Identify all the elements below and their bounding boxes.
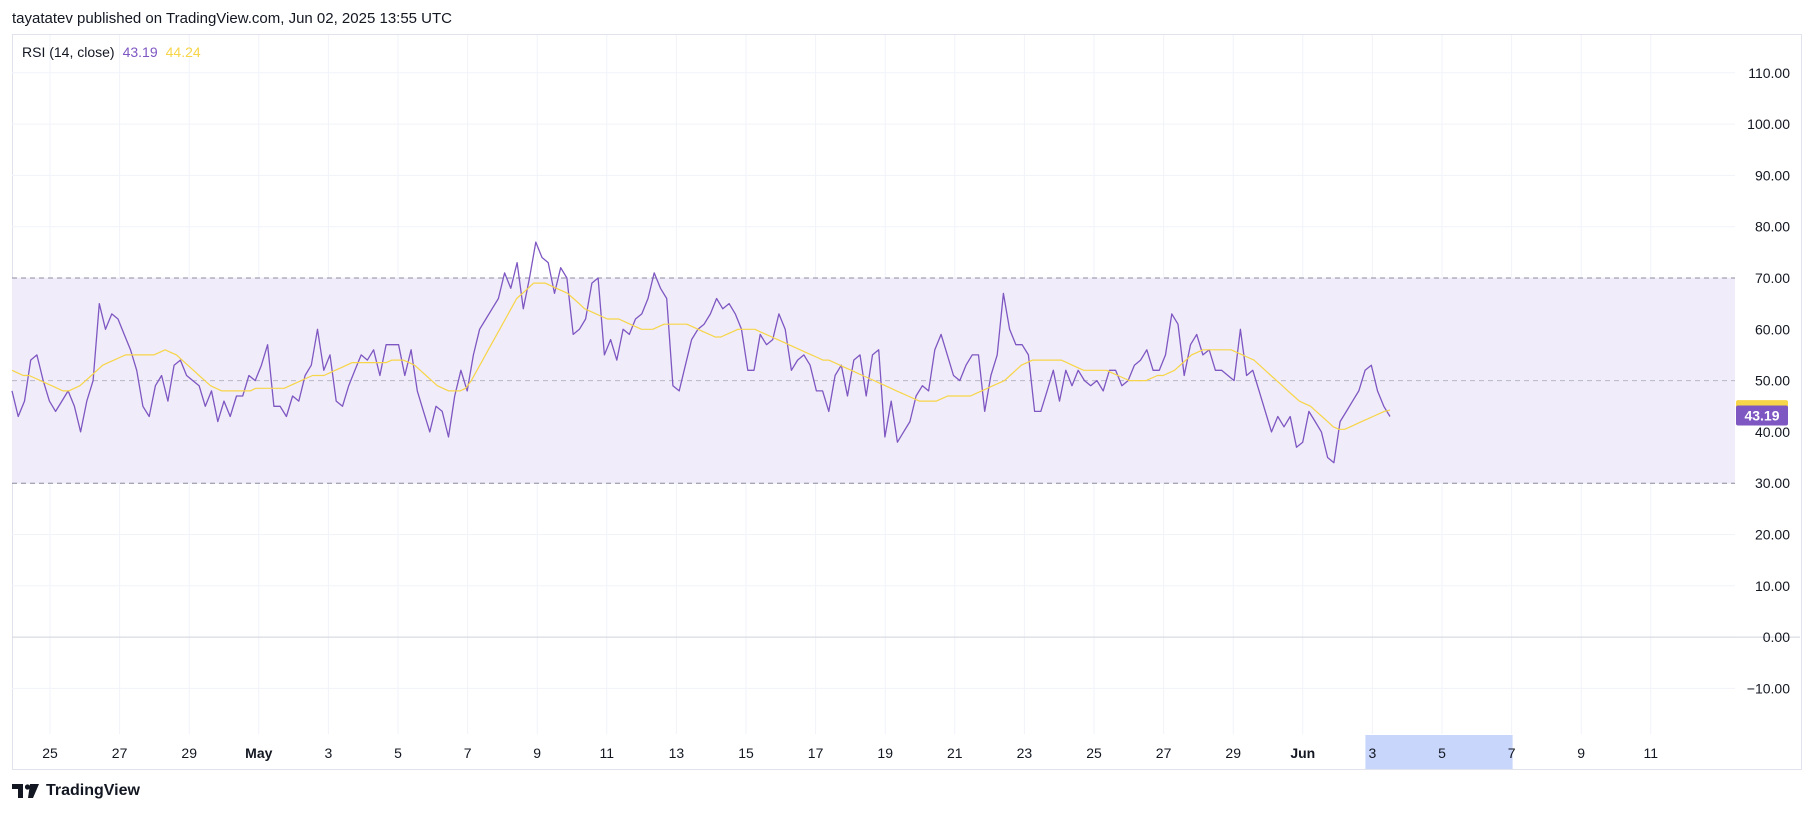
y-tick-label: 100.00	[1747, 116, 1790, 132]
x-tick-label: 15	[738, 745, 754, 761]
y-tick-label: 110.00	[1748, 65, 1790, 81]
x-tick-label: 19	[877, 745, 893, 761]
x-tick-label: 13	[669, 745, 685, 761]
y-tick-label: 60.00	[1755, 321, 1790, 337]
legend-ma-value: 44.24	[165, 44, 201, 60]
legend-rsi-value: 43.19	[122, 44, 158, 60]
x-tick-label: 25	[42, 745, 58, 761]
y-axis: −10.00 0.00 10.00 20.00 30.00 40.00 50.00 60.00…	[1747, 65, 1790, 697]
y-tick-label: 10.00	[1755, 578, 1790, 594]
x-tick-label: 25	[1086, 745, 1102, 761]
x-tick-label: 5	[1438, 745, 1446, 761]
x-tick-label: 9	[1577, 745, 1585, 761]
x-tick-label: 27	[112, 745, 128, 761]
tradingview-logo[interactable]: TradingView	[12, 782, 140, 800]
x-range-selection	[1365, 735, 1513, 769]
y-tick-label: 30.00	[1755, 475, 1790, 491]
indicator-legend[interactable]: RSI (14, close) 43.19 44.24	[22, 44, 201, 60]
x-tick-label: 7	[1508, 745, 1516, 761]
x-tick-label: 27	[1156, 745, 1172, 761]
x-axis: 25 27 29 May 3 5 7 9 11 13 15 17 19 21 23 25 27 29 Jun 3 5 7 9…	[42, 735, 1658, 769]
x-tick-label: May	[245, 745, 272, 761]
x-tick-label: 29	[181, 745, 197, 761]
y-tick-label: 80.00	[1755, 219, 1790, 235]
x-tick-label: 17	[808, 745, 824, 761]
rsi-ma-line	[11, 282, 1391, 430]
x-tick-label: 23	[1017, 745, 1033, 761]
x-tick-label: 3	[325, 745, 333, 761]
publisher-attribution: tayatatev published on TradingView.com, …	[12, 10, 453, 27]
y-tick-label: 20.00	[1755, 527, 1790, 543]
y-tick-label: 90.00	[1755, 167, 1790, 183]
x-tick-label: 11	[600, 745, 615, 761]
x-tick-label: 7	[464, 745, 472, 761]
legend-indicator-name: RSI (14, close)	[22, 44, 115, 60]
rsi-last-value-label: 43.19	[1744, 408, 1779, 424]
x-tick-label: 3	[1369, 745, 1377, 761]
rsi-line	[11, 241, 1391, 464]
x-tick-label: 5	[394, 745, 402, 761]
x-tick-label: 29	[1225, 745, 1241, 761]
series-layer	[11, 241, 1391, 464]
rsi-last-value-label-bg	[1736, 405, 1788, 426]
x-tick-label: 9	[533, 745, 541, 761]
x-tick-label: Jun	[1290, 745, 1315, 761]
x-tick-label: 11	[1644, 745, 1659, 761]
tradingview-logo-icon	[12, 784, 39, 798]
y-tick-label: −10.00	[1747, 680, 1790, 696]
x-tick-label: 21	[947, 745, 963, 761]
y-tick-label: 70.00	[1755, 270, 1790, 286]
y-tick-label: 40.00	[1755, 424, 1790, 440]
y-tick-label: 50.00	[1755, 373, 1790, 389]
tradingview-logo-text: TradingView	[46, 782, 140, 799]
last-value-labels: 44.2443.19	[1736, 400, 1788, 426]
y-tick-label: 0.00	[1763, 629, 1790, 645]
